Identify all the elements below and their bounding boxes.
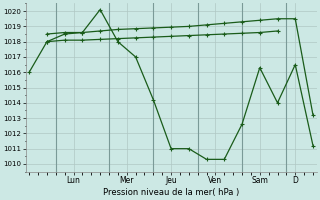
X-axis label: Pression niveau de la mer( hPa ): Pression niveau de la mer( hPa )	[103, 188, 239, 197]
